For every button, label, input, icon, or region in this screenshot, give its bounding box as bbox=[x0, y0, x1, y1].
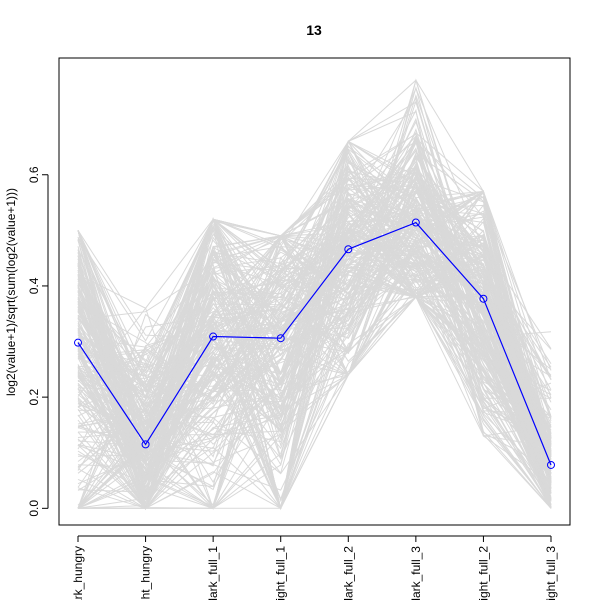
highlight-point bbox=[479, 294, 488, 303]
background-line bbox=[77, 140, 552, 509]
background-line bbox=[77, 230, 552, 482]
background-line bbox=[77, 170, 552, 489]
background-line bbox=[77, 177, 552, 438]
background-line bbox=[77, 213, 552, 439]
highlight-line bbox=[77, 221, 552, 466]
y-tick-label: 0.2 bbox=[27, 388, 41, 405]
background-line bbox=[77, 214, 552, 495]
background-line bbox=[77, 160, 552, 509]
background-line bbox=[77, 177, 552, 434]
x-tick-label: light_full_3 bbox=[544, 546, 558, 600]
y-tick-label: 0.0 bbox=[27, 500, 41, 517]
background-line bbox=[77, 86, 552, 490]
background-line bbox=[77, 218, 552, 480]
highlight-point bbox=[411, 218, 420, 227]
background-line bbox=[77, 162, 552, 510]
highlight-point bbox=[344, 245, 353, 254]
chart-title: 13 bbox=[306, 22, 322, 38]
background-line bbox=[77, 185, 552, 498]
plot-frame bbox=[58, 57, 571, 526]
x-tick-label: light_hungry bbox=[139, 546, 153, 600]
background-line bbox=[77, 228, 552, 464]
background-line bbox=[77, 219, 552, 497]
background-line bbox=[77, 190, 552, 511]
background-line bbox=[77, 141, 552, 509]
x-tick-label: dark_full_2 bbox=[341, 546, 355, 600]
y-tick-label: 0.4 bbox=[27, 277, 41, 294]
background-line bbox=[77, 211, 552, 505]
background-lines bbox=[77, 78, 552, 511]
background-line bbox=[77, 145, 552, 509]
background-line bbox=[77, 197, 552, 509]
background-line bbox=[77, 218, 552, 451]
background-line bbox=[77, 111, 552, 509]
x-tick-label: light_full_2 bbox=[476, 546, 490, 600]
background-line bbox=[77, 177, 552, 509]
x-axis: dark_hungry light_hungry dark_full_1 light_… bbox=[71, 535, 558, 600]
y-tick-label: 0.6 bbox=[27, 166, 41, 183]
background-line bbox=[77, 190, 552, 388]
highlight-series bbox=[74, 218, 555, 469]
background-line bbox=[77, 135, 552, 509]
x-tick-label: dark_hungry bbox=[71, 546, 85, 600]
y-axis: 0.0 0.2 0.4 0.6 bbox=[27, 166, 49, 517]
highlight-point bbox=[547, 460, 555, 469]
background-line bbox=[77, 148, 552, 510]
background-line bbox=[77, 205, 552, 510]
background-line bbox=[77, 220, 552, 446]
x-tick-label: dark_full_1 bbox=[206, 546, 220, 600]
highlight-point bbox=[209, 332, 218, 341]
highlight-point bbox=[74, 338, 82, 347]
highlight-point bbox=[276, 334, 285, 343]
x-tick-label: dark_full_3 bbox=[409, 546, 423, 600]
y-axis-label: log2(value+1)/sqrt(sum(log2(value+1))) bbox=[4, 188, 18, 396]
x-tick-label: light_full_1 bbox=[274, 546, 288, 600]
highlight-point bbox=[141, 440, 150, 449]
